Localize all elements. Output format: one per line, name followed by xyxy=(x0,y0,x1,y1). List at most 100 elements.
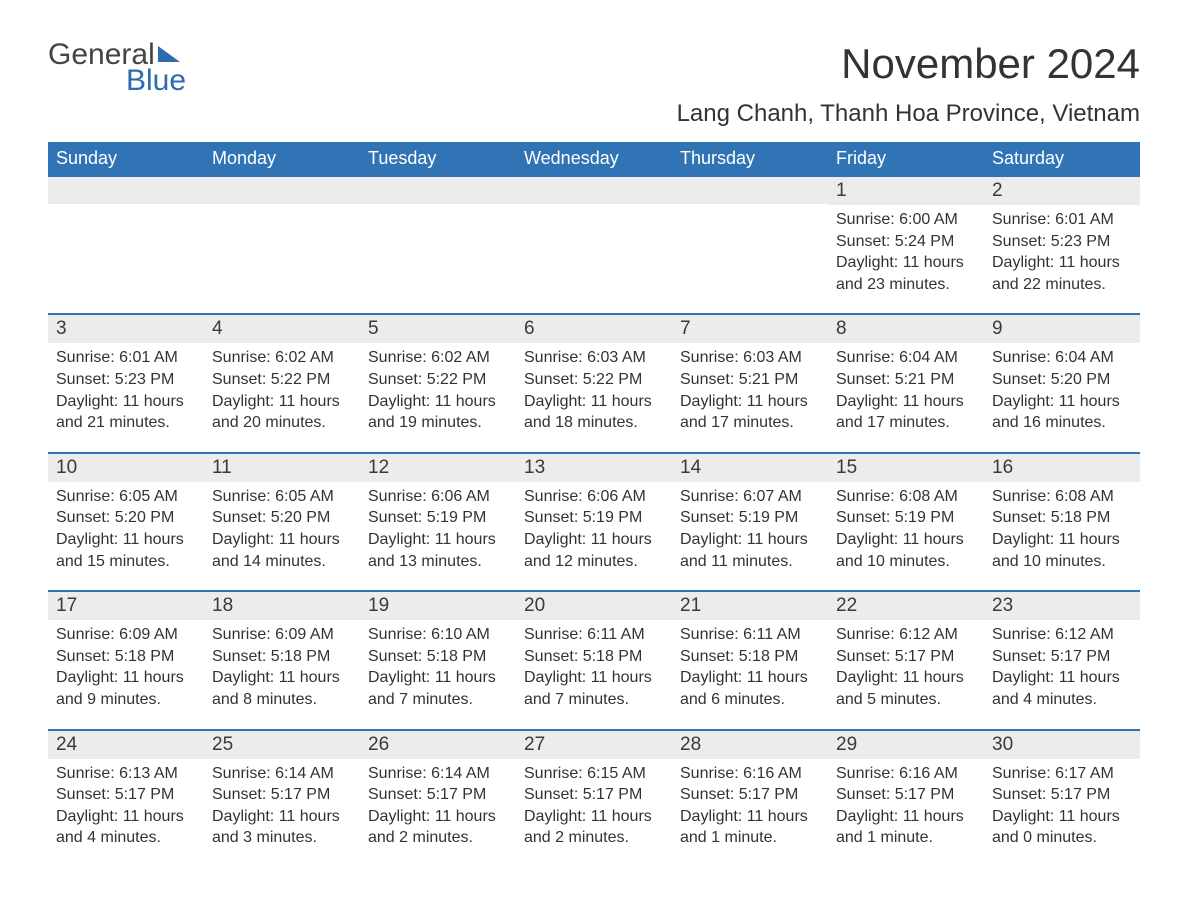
day-cell: 27 Sunrise: 6:15 AMSunset: 5:17 PMDayligh… xyxy=(516,731,672,867)
day-number: 29 xyxy=(828,731,984,759)
day-data: Sunrise: 6:04 AMSunset: 5:20 PMDaylight:… xyxy=(992,347,1132,433)
week-row: 1Sunrise: 6:00 AMSunset: 5:24 PMDaylight… xyxy=(48,175,1140,313)
daylight-text: Daylight: 11 hours and 0 minutes. xyxy=(992,806,1132,849)
sunset-text: Sunset: 5:18 PM xyxy=(680,646,820,668)
sunset-text: Sunset: 5:21 PM xyxy=(680,369,820,391)
sunset-text: Sunset: 5:22 PM xyxy=(524,369,664,391)
day-data: Sunrise: 6:07 AMSunset: 5:19 PMDaylight:… xyxy=(680,486,820,572)
sunrise-text: Sunrise: 6:03 AM xyxy=(680,347,820,369)
day-number: 3 xyxy=(48,315,204,343)
logo: General Blue xyxy=(48,40,186,96)
weekday-header: Thursday xyxy=(672,142,828,175)
day-data: Sunrise: 6:00 AMSunset: 5:24 PMDaylight:… xyxy=(836,209,976,295)
day-cell: 4Sunrise: 6:02 AMSunset: 5:22 PMDaylight… xyxy=(204,315,360,451)
day-data: Sunrise: 6:16 AMSunset: 5:17 PMDaylight:… xyxy=(836,763,976,849)
day-number xyxy=(672,177,828,204)
day-number: 20 xyxy=(516,592,672,620)
day-number: 12 xyxy=(360,454,516,482)
daylight-text: Daylight: 11 hours and 12 minutes. xyxy=(524,529,664,572)
day-number: 2 xyxy=(984,177,1140,205)
daylight-text: Daylight: 11 hours and 20 minutes. xyxy=(212,391,352,434)
sunset-text: Sunset: 5:23 PM xyxy=(992,231,1132,253)
sunset-text: Sunset: 5:17 PM xyxy=(680,784,820,806)
weeks-container: 1Sunrise: 6:00 AMSunset: 5:24 PMDaylight… xyxy=(48,175,1140,867)
day-cell xyxy=(360,177,516,313)
day-cell: 20Sunrise: 6:11 AMSunset: 5:18 PMDayligh… xyxy=(516,592,672,728)
sunrise-text: Sunrise: 6:06 AM xyxy=(524,486,664,508)
day-data: Sunrise: 6:05 AMSunset: 5:20 PMDaylight:… xyxy=(212,486,352,572)
title-block: November 2024 Lang Chanh, Thanh Hoa Prov… xyxy=(677,40,1140,128)
daylight-text: Daylight: 11 hours and 19 minutes. xyxy=(368,391,508,434)
weekday-header: Wednesday xyxy=(516,142,672,175)
day-cell: 2Sunrise: 6:01 AMSunset: 5:23 PMDaylight… xyxy=(984,177,1140,313)
sunrise-text: Sunrise: 6:04 AM xyxy=(992,347,1132,369)
daylight-text: Daylight: 11 hours and 23 minutes. xyxy=(836,252,976,295)
daylight-text: Daylight: 11 hours and 3 minutes. xyxy=(212,806,352,849)
day-data: Sunrise: 6:11 AMSunset: 5:18 PMDaylight:… xyxy=(680,624,820,710)
daylight-text: Daylight: 11 hours and 15 minutes. xyxy=(56,529,196,572)
day-data: Sunrise: 6:01 AMSunset: 5:23 PMDaylight:… xyxy=(56,347,196,433)
sunrise-text: Sunrise: 6:16 AM xyxy=(836,763,976,785)
day-number: 6 xyxy=(516,315,672,343)
sunset-text: Sunset: 5:23 PM xyxy=(56,369,196,391)
day-cell: 1Sunrise: 6:00 AMSunset: 5:24 PMDaylight… xyxy=(828,177,984,313)
day-number xyxy=(360,177,516,204)
day-number: 18 xyxy=(204,592,360,620)
sunrise-text: Sunrise: 6:08 AM xyxy=(836,486,976,508)
day-cell xyxy=(672,177,828,313)
day-number: 22 xyxy=(828,592,984,620)
sunset-text: Sunset: 5:17 PM xyxy=(992,784,1132,806)
day-cell: 30Sunrise: 6:17 AMSunset: 5:17 PMDayligh… xyxy=(984,731,1140,867)
sunrise-text: Sunrise: 6:01 AM xyxy=(56,347,196,369)
calendar: SundayMondayTuesdayWednesdayThursdayFrid… xyxy=(48,142,1140,867)
day-data: Sunrise: 6:03 AMSunset: 5:22 PMDaylight:… xyxy=(524,347,664,433)
sunrise-text: Sunrise: 6:10 AM xyxy=(368,624,508,646)
day-number: 7 xyxy=(672,315,828,343)
day-cell: 12Sunrise: 6:06 AMSunset: 5:19 PMDayligh… xyxy=(360,454,516,590)
day-cell: 29 Sunrise: 6:16 AMSunset: 5:17 PMDayligh… xyxy=(828,731,984,867)
sunrise-text: Sunrise: 6:11 AM xyxy=(680,624,820,646)
daylight-text: Daylight: 11 hours and 5 minutes. xyxy=(836,667,976,710)
day-cell: 9 Sunrise: 6:04 AMSunset: 5:20 PMDaylight… xyxy=(984,315,1140,451)
daylight-text: Daylight: 11 hours and 11 minutes. xyxy=(680,529,820,572)
daylight-text: Daylight: 11 hours and 17 minutes. xyxy=(836,391,976,434)
daylight-text: Daylight: 11 hours and 17 minutes. xyxy=(680,391,820,434)
sunrise-text: Sunrise: 6:15 AM xyxy=(524,763,664,785)
sunset-text: Sunset: 5:22 PM xyxy=(212,369,352,391)
sunset-text: Sunset: 5:17 PM xyxy=(992,646,1132,668)
day-cell: 10Sunrise: 6:05 AMSunset: 5:20 PMDayligh… xyxy=(48,454,204,590)
day-number: 23 xyxy=(984,592,1140,620)
day-data: Sunrise: 6:12 AMSunset: 5:17 PMDaylight:… xyxy=(836,624,976,710)
day-number: 4 xyxy=(204,315,360,343)
day-data: Sunrise: 6:14 AMSunset: 5:17 PMDaylight:… xyxy=(368,763,508,849)
daylight-text: Daylight: 11 hours and 6 minutes. xyxy=(680,667,820,710)
sunrise-text: Sunrise: 6:02 AM xyxy=(368,347,508,369)
day-number: 24 xyxy=(48,731,204,759)
day-number: 19 xyxy=(360,592,516,620)
header: General Blue November 2024 Lang Chanh, T… xyxy=(48,40,1140,128)
sunrise-text: Sunrise: 6:07 AM xyxy=(680,486,820,508)
sunset-text: Sunset: 5:17 PM xyxy=(524,784,664,806)
day-data: Sunrise: 6:09 AMSunset: 5:18 PMDaylight:… xyxy=(56,624,196,710)
weekday-header: Monday xyxy=(204,142,360,175)
sunrise-text: Sunrise: 6:12 AM xyxy=(836,624,976,646)
weekday-header: Saturday xyxy=(984,142,1140,175)
sunset-text: Sunset: 5:18 PM xyxy=(992,507,1132,529)
day-number: 27 xyxy=(516,731,672,759)
day-data: Sunrise: 6:15 AMSunset: 5:17 PMDaylight:… xyxy=(524,763,664,849)
day-cell: 16Sunrise: 6:08 AMSunset: 5:18 PMDayligh… xyxy=(984,454,1140,590)
daylight-text: Daylight: 11 hours and 2 minutes. xyxy=(368,806,508,849)
week-row: 3Sunrise: 6:01 AMSunset: 5:23 PMDaylight… xyxy=(48,313,1140,451)
day-cell: 3 Sunrise: 6:01 AMSunset: 5:23 PMDaylight… xyxy=(48,315,204,451)
sunset-text: Sunset: 5:17 PM xyxy=(56,784,196,806)
day-cell: 5Sunrise: 6:02 AMSunset: 5:22 PMDaylight… xyxy=(360,315,516,451)
sunset-text: Sunset: 5:20 PM xyxy=(56,507,196,529)
day-number: 28 xyxy=(672,731,828,759)
sunrise-text: Sunrise: 6:16 AM xyxy=(680,763,820,785)
day-cell: 14Sunrise: 6:07 AMSunset: 5:19 PMDayligh… xyxy=(672,454,828,590)
day-cell: 22 Sunrise: 6:12 AMSunset: 5:17 PMDayligh… xyxy=(828,592,984,728)
day-cell: 25Sunrise: 6:14 AMSunset: 5:17 PMDayligh… xyxy=(204,731,360,867)
day-number xyxy=(516,177,672,204)
day-number: 21 xyxy=(672,592,828,620)
day-number: 9 xyxy=(984,315,1140,343)
